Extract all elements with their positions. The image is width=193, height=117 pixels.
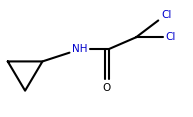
Text: Cl: Cl <box>166 32 176 42</box>
Text: O: O <box>103 83 111 93</box>
Text: Cl: Cl <box>161 10 172 20</box>
Text: NH: NH <box>72 44 88 54</box>
